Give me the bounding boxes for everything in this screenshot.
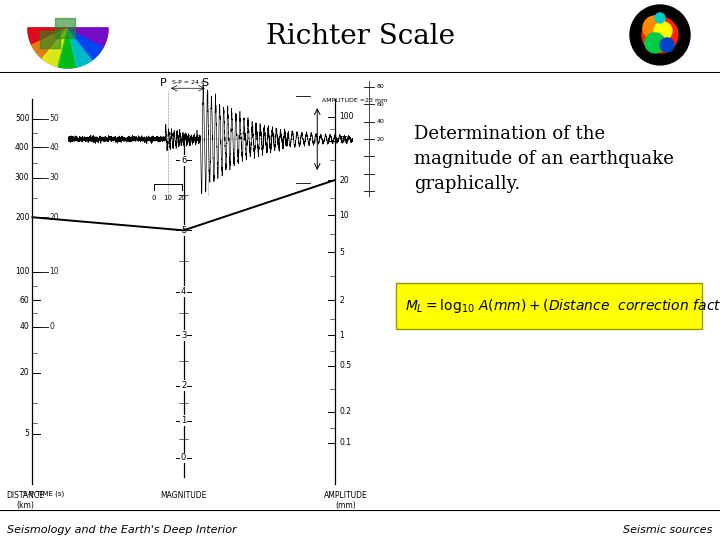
Polygon shape	[68, 28, 92, 67]
Text: 5: 5	[339, 248, 344, 256]
Polygon shape	[28, 28, 108, 68]
Text: AMPLITUDE =23 mm: AMPLITUDE =23 mm	[322, 98, 387, 103]
Polygon shape	[32, 28, 68, 59]
Text: 20: 20	[50, 213, 59, 222]
Circle shape	[642, 17, 678, 53]
Text: 80: 80	[377, 84, 384, 89]
Circle shape	[654, 22, 672, 40]
Polygon shape	[68, 28, 104, 59]
Circle shape	[645, 33, 665, 53]
Text: 60: 60	[377, 102, 384, 107]
Polygon shape	[68, 28, 108, 46]
Text: 100: 100	[339, 112, 354, 121]
Text: 0: 0	[181, 453, 186, 462]
Text: 200: 200	[15, 213, 30, 222]
Text: Seismic sources: Seismic sources	[624, 524, 713, 535]
Text: Richter Scale: Richter Scale	[266, 23, 454, 50]
Text: 40: 40	[377, 119, 384, 124]
Text: 40: 40	[19, 322, 30, 331]
Text: Seismology and the Earth's Deep Interior: Seismology and the Earth's Deep Interior	[7, 524, 237, 535]
Text: 6: 6	[181, 156, 186, 165]
Text: S-P TIME (s): S-P TIME (s)	[23, 491, 65, 497]
Text: P: P	[161, 78, 167, 88]
Text: 10: 10	[50, 267, 59, 276]
Text: 1: 1	[339, 331, 344, 340]
Text: 3: 3	[181, 331, 186, 340]
Text: 60: 60	[19, 296, 30, 305]
Text: MAGNITUDE: MAGNITUDE	[161, 491, 207, 500]
Text: AMPLITUDE
(mm): AMPLITUDE (mm)	[324, 491, 367, 510]
Text: S-P = 24 s: S-P = 24 s	[172, 80, 204, 85]
Circle shape	[655, 13, 665, 23]
Text: 20: 20	[178, 195, 186, 201]
Polygon shape	[28, 28, 68, 45]
Polygon shape	[42, 28, 68, 66]
Text: 5: 5	[181, 226, 186, 235]
Text: 1: 1	[181, 416, 186, 425]
Circle shape	[630, 5, 690, 65]
Text: 50: 50	[50, 114, 60, 123]
Text: 50: 50	[339, 136, 349, 145]
Text: S: S	[202, 78, 209, 88]
Text: $M_L = \log_{10}\,A(mm) + (Distance\ \ correction\ factor)$: $M_L = \log_{10}\,A(mm) + (Distance\ \ c…	[405, 297, 720, 315]
Circle shape	[643, 16, 667, 40]
Text: 300: 300	[15, 173, 30, 183]
Text: 40: 40	[50, 143, 60, 152]
Text: 10: 10	[163, 195, 173, 201]
Text: 10: 10	[339, 211, 348, 220]
Circle shape	[660, 38, 674, 52]
Text: 5: 5	[24, 429, 30, 438]
Text: DISTANCE
(km): DISTANCE (km)	[6, 491, 44, 510]
Text: 400: 400	[15, 143, 30, 152]
Text: 0.5: 0.5	[339, 361, 351, 370]
Text: 30: 30	[50, 173, 60, 183]
Text: 20: 20	[377, 137, 384, 141]
Text: 20: 20	[339, 176, 348, 185]
Text: 4: 4	[181, 287, 186, 296]
Text: 0: 0	[50, 322, 55, 331]
Text: 2: 2	[181, 381, 186, 390]
FancyBboxPatch shape	[396, 283, 702, 329]
Text: 2: 2	[339, 296, 344, 305]
Text: 500: 500	[15, 114, 30, 123]
Text: 0.1: 0.1	[339, 438, 351, 447]
Text: 20: 20	[20, 368, 30, 377]
Text: Determination of the
magnitude of an earthquake
graphically.: Determination of the magnitude of an ear…	[414, 125, 674, 193]
Text: 0.2: 0.2	[339, 407, 351, 416]
Polygon shape	[58, 28, 77, 68]
Text: 100: 100	[15, 267, 30, 276]
Text: 0: 0	[151, 195, 156, 201]
